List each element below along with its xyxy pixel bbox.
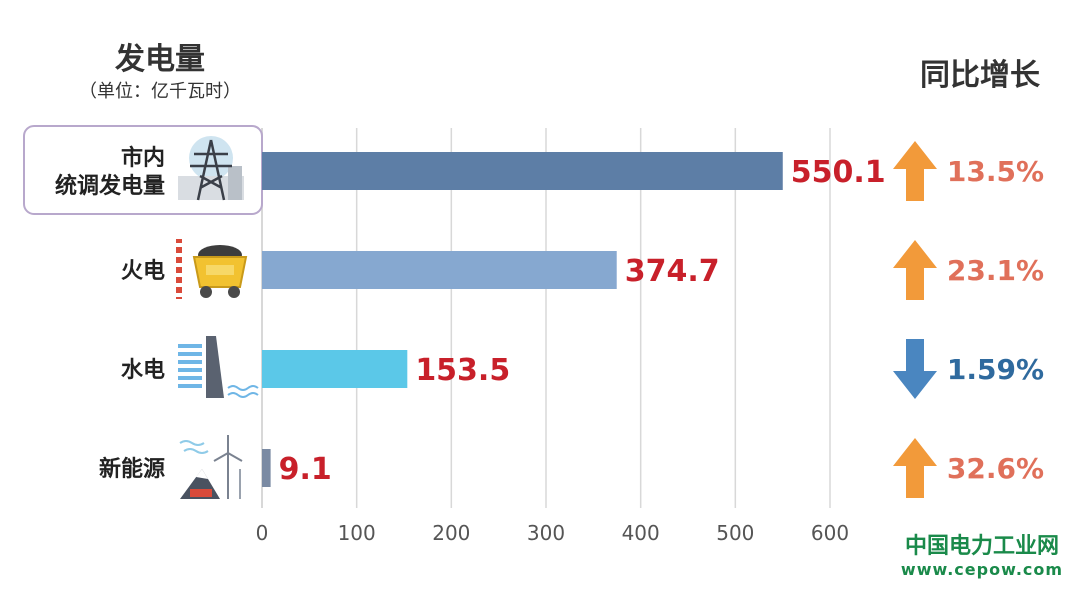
- growth-label: 1.59%: [947, 353, 1044, 386]
- chart-subtitle: （单位：亿千瓦时）: [79, 81, 241, 102]
- wind-solar-icon: [179, 435, 243, 499]
- bar: [262, 251, 617, 289]
- bar: [262, 152, 783, 190]
- watermark-url: www.cepow.com: [900, 560, 1064, 579]
- up-arrow-icon: [893, 438, 937, 498]
- value-label: 9.1: [279, 452, 332, 487]
- x-tick-label: 300: [527, 521, 565, 545]
- chart-title: 发电量: [115, 42, 205, 77]
- x-tick-label: 200: [432, 521, 470, 545]
- bar: [262, 350, 408, 388]
- x-tick-label: 100: [338, 521, 376, 545]
- x-tick-label: 500: [716, 521, 754, 545]
- category-label: 新能源: [99, 456, 165, 482]
- category-label: 市内统调发电量: [55, 145, 165, 199]
- value-label: 550.1: [791, 155, 886, 190]
- growth-label: 23.1%: [947, 254, 1044, 287]
- value-label: 374.7: [625, 254, 720, 289]
- growth-label: 13.5%: [947, 155, 1044, 188]
- growth-label: 32.6%: [947, 452, 1044, 485]
- power-tower-icon: [178, 136, 244, 201]
- down-arrow-icon: [893, 339, 937, 399]
- x-tick-label: 0: [256, 521, 269, 545]
- value-label: 153.5: [415, 353, 510, 388]
- watermark-name: 中国电力工业网: [904, 534, 1059, 559]
- up-arrow-icon: [893, 240, 937, 300]
- dam-icon: [178, 336, 259, 398]
- bar: [262, 449, 271, 487]
- coal-cart-icon: [176, 239, 248, 299]
- category-label: 水电: [121, 358, 165, 383]
- x-tick-label: 400: [622, 521, 660, 545]
- growth-title: 同比增长: [920, 58, 1040, 93]
- up-arrow-icon: [893, 141, 937, 201]
- chart-title-block: 发电量 （单位：亿千瓦时）: [60, 40, 260, 104]
- x-tick-label: 600: [811, 521, 849, 545]
- category-label: 火电: [121, 259, 165, 284]
